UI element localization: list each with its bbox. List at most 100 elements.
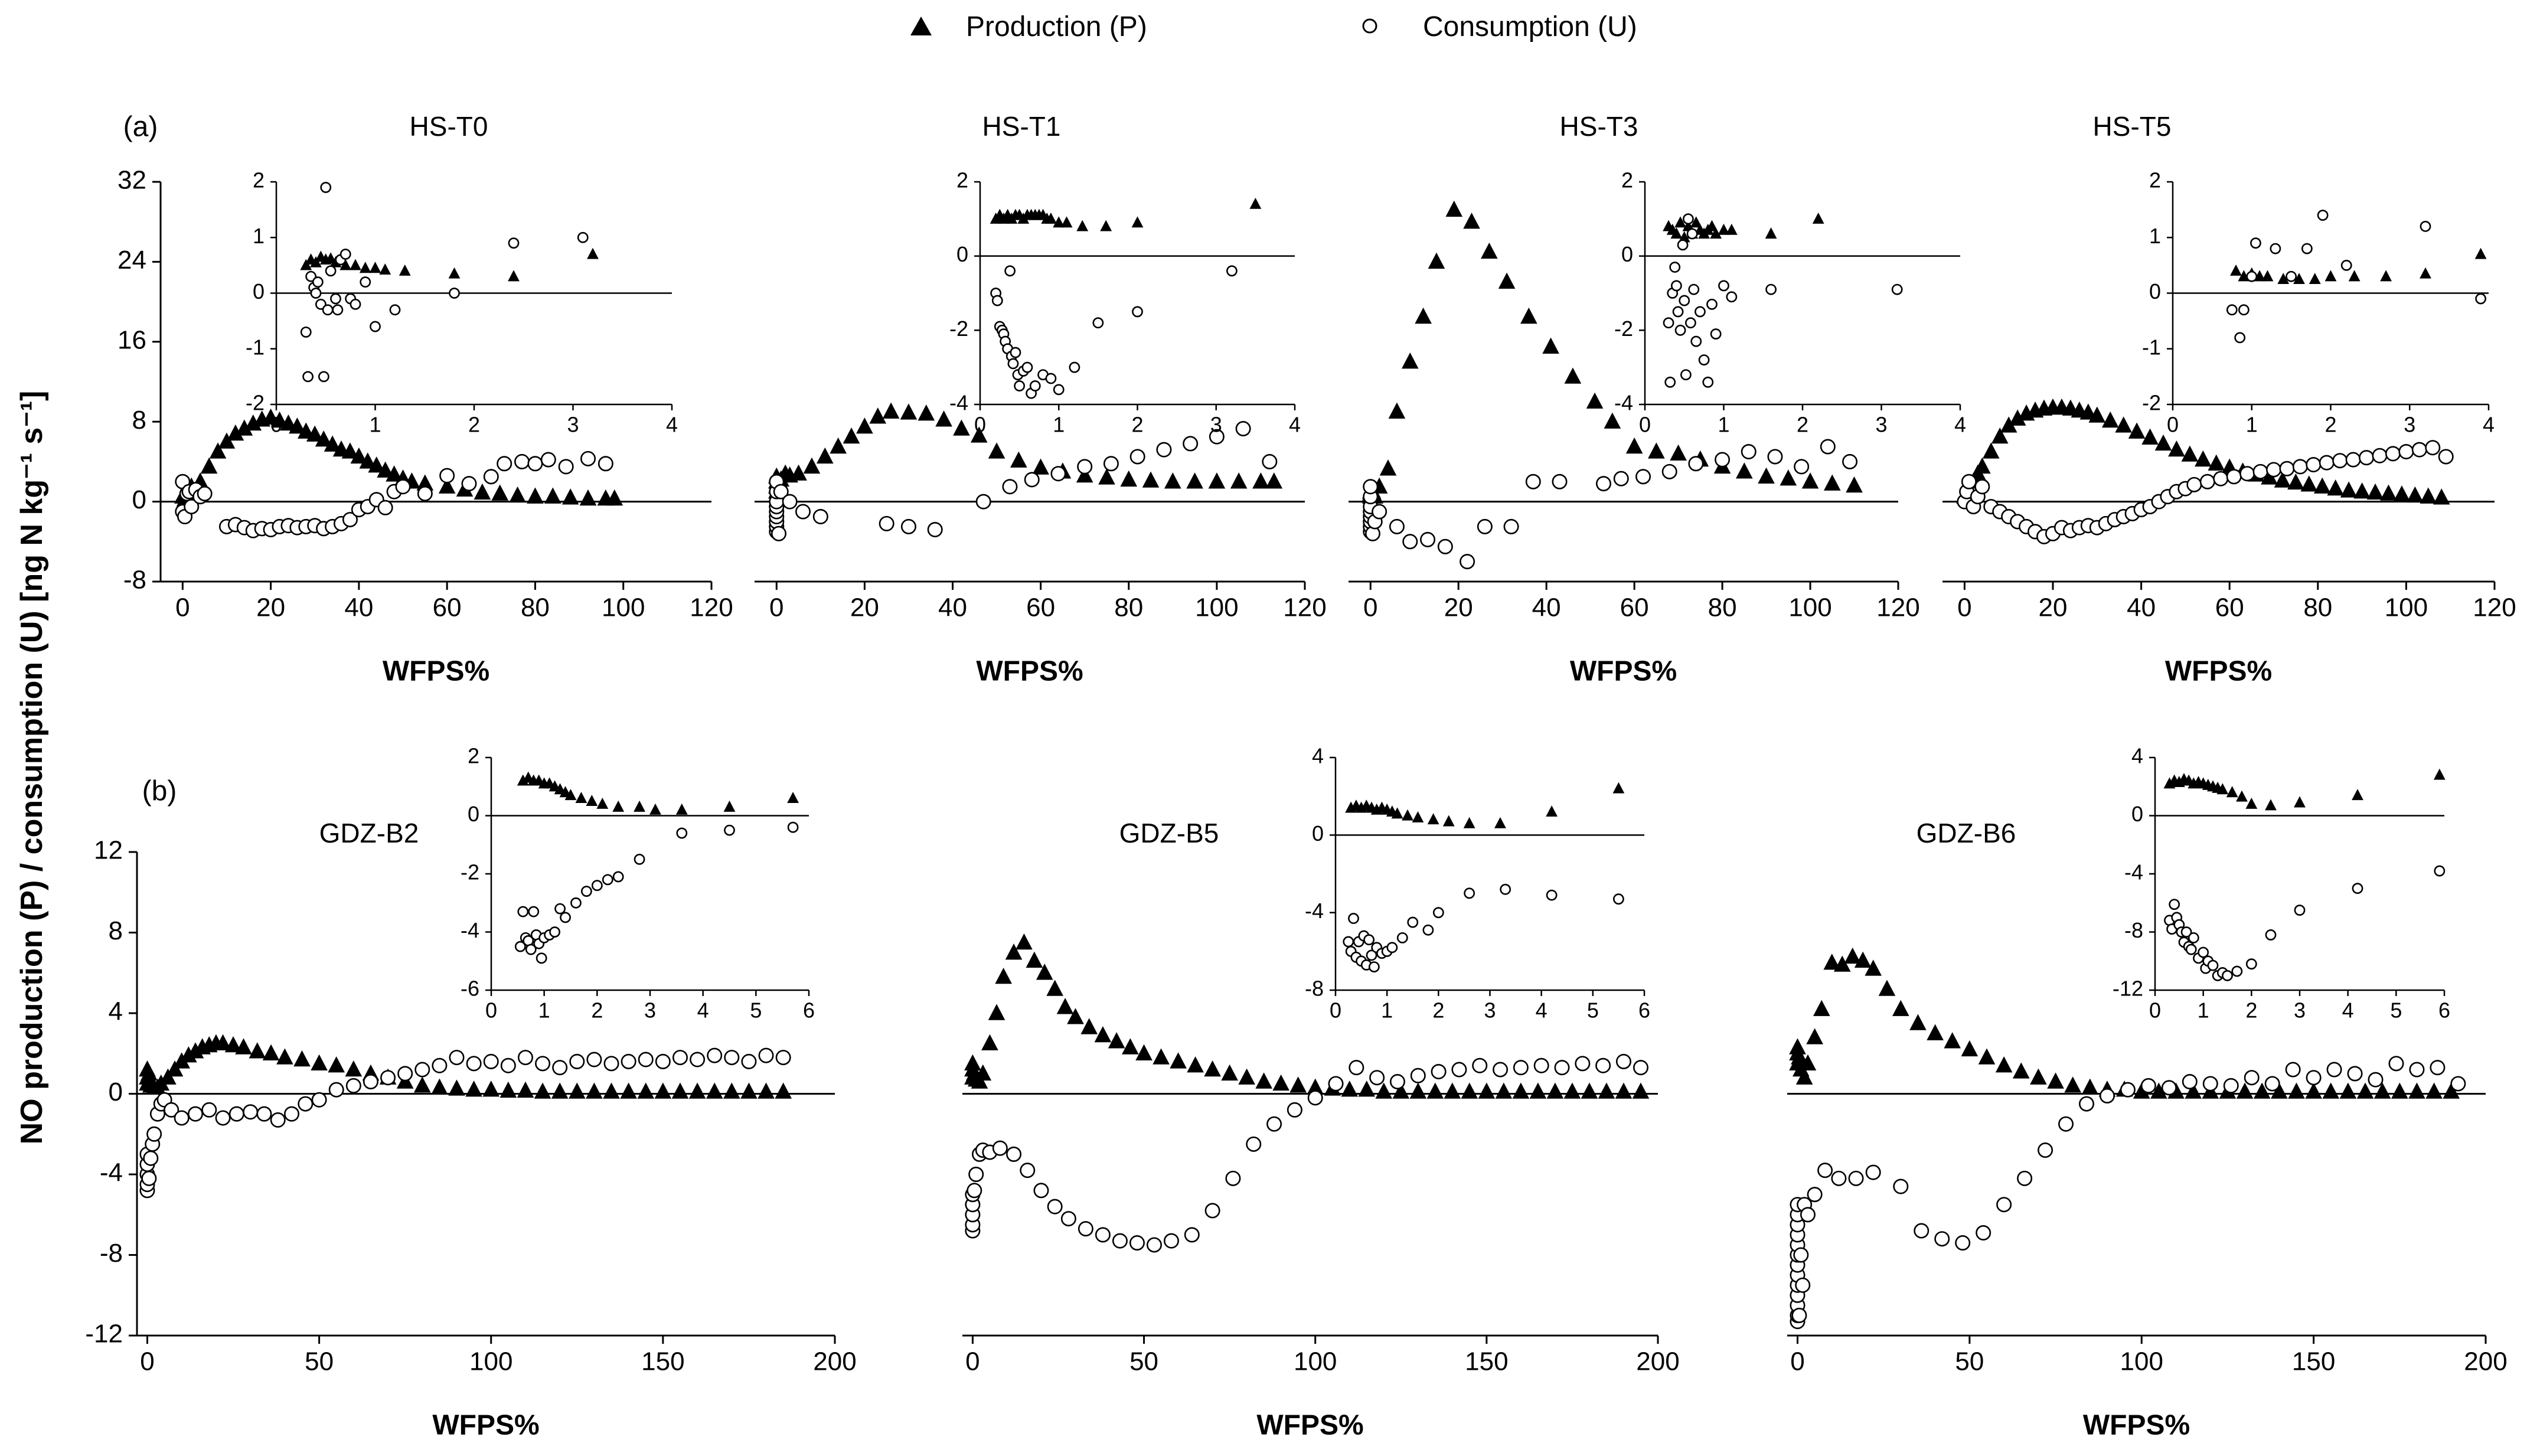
panel-5-consumption-point [243,1104,259,1120]
panel-5-production-point [586,1082,603,1099]
panel-5-consumption-point [724,1050,740,1066]
panel-2-consumption-point [1103,456,1119,472]
panel-2-production-point [1120,470,1138,487]
panel-3-x-tick-label: 20 [1444,593,1473,622]
panel-5-consumption-point [380,1070,396,1086]
panel-5-y-tick-label: 0 [109,1078,123,1106]
panel-7-inset-consumption-point [2245,958,2257,970]
panel-6-inset-consumption-point [1396,932,1408,944]
panel-5-consumption-point [328,1082,344,1098]
panel-3-production-point [1780,469,1797,486]
panel-4-inset-y-tick-label: 2 [2149,168,2161,192]
panel-5-production-point [706,1082,723,1099]
panel-3-production-point [1388,402,1406,419]
panel-7-consumption-point [2223,1078,2239,1093]
panel-1-consumption-point [558,459,574,475]
panel-3-inset-production-point [1718,223,1730,235]
panel-2-x-tick-label: 20 [850,593,879,622]
panel-6-production-point [1238,1068,1255,1085]
panel-1-production-point [218,432,236,449]
panel-6-consumption-point [1287,1102,1302,1118]
panel-3-x-axis-title: WFPS% [1570,656,1677,687]
panel-7-production-point [1823,954,1841,970]
panel-7-production-point [2339,1082,2357,1099]
panel-3-production-point [1401,352,1419,369]
panel-2-inset-y-tick-label: 2 [956,168,968,192]
panel-1-consumption-point [540,452,556,468]
panel-1-inset-consumption-point [300,327,312,338]
panel-5-inset-consumption-point [787,821,799,833]
panel-2-consumption-point [1129,449,1145,465]
panel-4-production-point [2340,481,2358,498]
panel-1-inset-x-tick-label: 0 [270,413,282,437]
panel-3-inset-consumption-point [1706,298,1718,310]
panel-7-production-point [2081,1078,2099,1095]
panel-2-production-point [1076,466,1093,483]
panel-5-inset-y-tick-label: -4 [461,918,479,942]
panel-2-x-tick-label: 0 [769,593,783,622]
panel-7-inset-production-point [2163,777,2176,789]
panel-3-consumption-point [1503,518,1519,534]
panel-5-inset-y-tick-label: 0 [468,802,479,826]
panel-1-y-tick-label: -8 [123,566,146,595]
panel-6-consumption-point [1095,1227,1111,1243]
panel-3-x-tick-label: 40 [1532,593,1561,622]
panel-7-production-point [2373,1082,2391,1099]
panel-6-inset-production-point [1402,809,1413,821]
panel-1-inset-consumption-point [322,304,334,316]
panel-6-consumption-point [967,1183,982,1199]
panel-5-x-tick-label: 0 [140,1347,154,1376]
panel-5-production-point [413,1076,431,1093]
panel-4-production-point [1991,427,2009,444]
panel-5-title: GDZ-B2 [319,818,419,848]
panel-5-consumption-point [174,1110,190,1126]
panel-5-y-tick-label: -8 [100,1239,123,1268]
panel-1-consumption-point [461,476,477,492]
panel-2-x-tick-label: 40 [938,593,967,622]
panel-7-consumption-point [2182,1074,2198,1090]
panel-7-consumption-point [1955,1235,1971,1251]
panel-4-production-point [1974,457,1991,474]
panel-7-consumption-point [1848,1170,1864,1186]
panel-3-inset-production-point [1765,227,1777,239]
panel-2-production-point [1032,458,1049,475]
panel-7-production-point [1791,1048,1808,1065]
panel-5-production-point [758,1082,775,1099]
panel-6-inset-production-point [1546,805,1558,817]
panel-3-inset-consumption-point [1683,213,1694,225]
panel-4-inset-consumption-point [2226,304,2238,316]
panel-4-production-point [2353,482,2371,499]
panel-4-consumption-point [2425,440,2441,456]
panel-5-consumption-point [655,1053,671,1069]
panel-4-inset-consumption-point [2238,304,2250,316]
panel-5-consumption-point [500,1057,516,1073]
panel-2-production-point [1186,472,1203,489]
panel-4-inset-production-point [2277,273,2290,285]
panel-2-inset-consumption-point [1010,347,1021,358]
panel-3-production-point [1648,442,1665,459]
panel-4-inset-consumption-point [2246,270,2258,282]
panel-1-inset-consumption-point [389,304,401,316]
panel-1-y-tick-label: 8 [132,406,146,435]
panel-5-inset-production-point [787,792,799,804]
panel-5-inset-consumption-point [591,880,603,892]
panel-3-inset-consumption-point [1677,239,1689,251]
panel-5-inset-x-tick-label: 1 [538,998,550,1023]
panel-3-inset-consumption-point [1664,376,1676,388]
panel-5-production-point [431,1078,448,1095]
panel-5-inset-x-tick-label: 2 [591,998,603,1023]
panel-5-inset-y-tick-label: -2 [461,860,479,884]
panel-2-inset-consumption-point [1029,380,1041,391]
panel-1-production-point [377,461,394,478]
panel-6-production-point [1546,1082,1564,1099]
panel-4-production-point [2101,411,2119,428]
panel-7-production-point [1978,1048,1996,1065]
panel-3-inset-production-point [1690,216,1702,228]
panel-5-production-point [276,1048,293,1065]
panel-6-production-point [1563,1082,1581,1099]
panel-1-inset-consumption-point [508,237,520,249]
panel-2-consumption-point [1077,459,1093,475]
panel-2-inset-consumption-point [1007,358,1019,370]
panel-2-inset-x-tick-label: 1 [1053,413,1065,437]
